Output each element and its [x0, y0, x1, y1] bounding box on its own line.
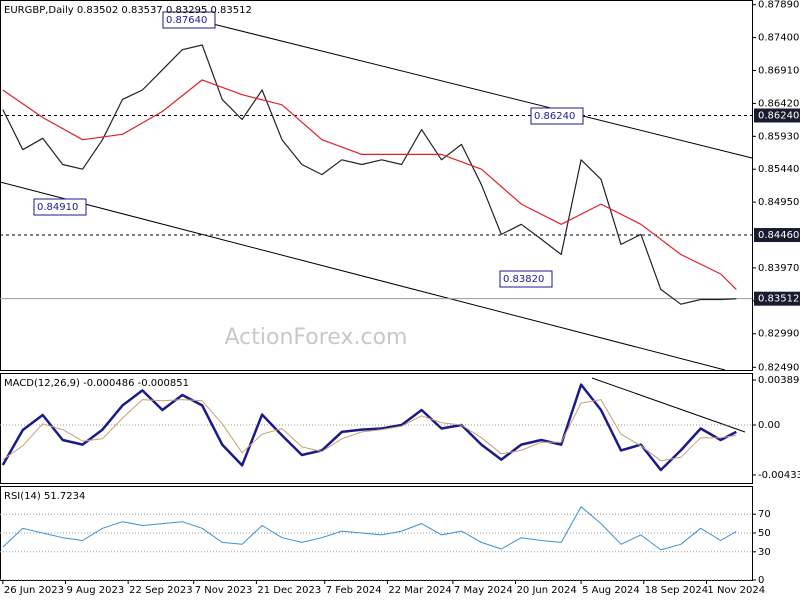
level-label-box — [754, 108, 800, 123]
y-tick-label: 0.003899 — [758, 375, 800, 386]
x-tick-label: 7 Feb 2024 — [326, 585, 382, 596]
panel-frame — [0, 373, 753, 484]
series-line — [2, 44, 737, 305]
level-label-box — [754, 228, 800, 243]
annotation-box — [499, 270, 553, 288]
y-tick-label: 50 — [758, 528, 771, 539]
x-tick-label: 18 Sep 2024 — [645, 585, 708, 596]
x-tick-label: 22 Sep 2023 — [129, 585, 192, 596]
panel-title: MACD(12,26,9) -0.000486 -0.000851 — [4, 378, 189, 389]
panel-title: EURGBP,Daily 0.83502 0.83537 0.83295 0.8… — [4, 5, 252, 16]
level-label: 0.84460 — [758, 230, 799, 241]
panel-frame — [0, 0, 753, 371]
y-tick-label: 0.86910 — [758, 66, 799, 77]
series-line — [1, 383, 737, 472]
x-tick-label: 1 Nov 2024 — [707, 585, 765, 596]
channel-upper — [204, 21, 753, 159]
channel-lower — [0, 181, 726, 371]
y-tick-label: -0.00433 — [758, 470, 800, 481]
panel-title: RSI(14) 51.7234 — [4, 491, 85, 502]
y-tick-label: 0.87400 — [758, 33, 799, 44]
macd-trendline — [591, 377, 746, 433]
annotation-box — [33, 198, 87, 216]
y-tick-label: 0.85440 — [758, 164, 799, 175]
x-tick-label: 7 Nov 2023 — [195, 585, 253, 596]
y-tick-label: 0.82490 — [758, 362, 799, 373]
y-tick-label: 0.84950 — [758, 197, 799, 208]
series-line — [2, 399, 737, 462]
x-tick-label: 22 Mar 2024 — [388, 585, 451, 596]
x-tick-label: 21 Dec 2023 — [257, 585, 321, 596]
last-price-label: 0.83512 — [758, 294, 799, 305]
annotation: 0.83820 — [503, 274, 544, 285]
y-tick-label: 30 — [758, 547, 771, 558]
y-tick-label: 0.86420 — [758, 98, 799, 109]
series-line — [2, 79, 737, 290]
x-tick-label: 5 Aug 2024 — [582, 585, 640, 596]
annotation-box — [162, 11, 216, 29]
y-tick-label: 0.85930 — [758, 131, 799, 142]
y-tick-label: 0.00 — [758, 420, 780, 431]
annotation: 0.86240 — [534, 111, 575, 122]
y-tick-label: 0.83970 — [758, 263, 799, 274]
watermark: ActionForex.com — [225, 325, 408, 350]
x-tick-label: 26 Jun 2023 — [4, 585, 64, 596]
last-price-box — [754, 291, 800, 306]
series-line — [2, 506, 737, 551]
x-tick-label: 7 May 2024 — [454, 585, 513, 596]
y-tick-label: 0.87890 — [758, 0, 799, 11]
annotation-box — [530, 107, 584, 125]
y-tick-label: 70 — [758, 509, 771, 520]
y-tick-label: 0.82990 — [758, 329, 799, 340]
x-tick-label: 20 Jun 2024 — [517, 585, 577, 596]
annotation: 0.87640 — [166, 15, 207, 26]
x-tick-label: 9 Aug 2023 — [67, 585, 125, 596]
level-label: 0.86240 — [758, 110, 799, 121]
y-tick-label: 0 — [758, 575, 764, 586]
annotation: 0.84910 — [37, 202, 78, 213]
